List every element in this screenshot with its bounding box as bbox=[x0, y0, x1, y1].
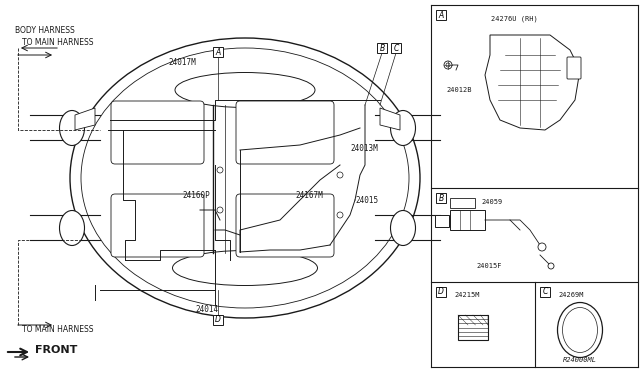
Text: TO MAIN HARNESS: TO MAIN HARNESS bbox=[22, 38, 93, 46]
Text: R24000ML: R24000ML bbox=[563, 357, 597, 363]
Bar bbox=[450, 198, 475, 208]
Ellipse shape bbox=[390, 110, 415, 145]
Text: FRONT: FRONT bbox=[35, 345, 77, 355]
Ellipse shape bbox=[390, 211, 415, 246]
Text: 24012B: 24012B bbox=[446, 87, 472, 93]
Ellipse shape bbox=[60, 211, 84, 246]
Text: 24276U (RH): 24276U (RH) bbox=[491, 16, 538, 22]
Text: C: C bbox=[394, 44, 399, 52]
Circle shape bbox=[337, 172, 343, 178]
Polygon shape bbox=[485, 35, 580, 130]
Text: 24015F: 24015F bbox=[476, 263, 502, 269]
FancyBboxPatch shape bbox=[111, 101, 204, 164]
Bar bbox=[436, 10, 446, 20]
Text: 24269M: 24269M bbox=[558, 292, 584, 298]
Text: D: D bbox=[438, 288, 444, 296]
Bar bbox=[540, 287, 550, 297]
Ellipse shape bbox=[175, 73, 315, 108]
Bar bbox=[435, 215, 449, 227]
FancyBboxPatch shape bbox=[236, 194, 334, 257]
Text: BODY HARNESS: BODY HARNESS bbox=[15, 26, 75, 35]
Bar bbox=[213, 47, 223, 57]
Text: 24014: 24014 bbox=[195, 305, 218, 314]
Circle shape bbox=[446, 63, 450, 67]
Ellipse shape bbox=[557, 302, 602, 357]
FancyBboxPatch shape bbox=[111, 194, 204, 257]
Text: 24215M: 24215M bbox=[454, 292, 479, 298]
Circle shape bbox=[444, 61, 452, 69]
Ellipse shape bbox=[173, 250, 317, 285]
Circle shape bbox=[548, 263, 554, 269]
Text: 24017M: 24017M bbox=[168, 58, 196, 67]
Text: 24059: 24059 bbox=[481, 199, 502, 205]
Text: A: A bbox=[438, 10, 444, 19]
Polygon shape bbox=[380, 108, 400, 130]
Text: D: D bbox=[215, 315, 221, 324]
FancyBboxPatch shape bbox=[567, 57, 581, 79]
Circle shape bbox=[337, 212, 343, 218]
Text: TO MAIN HARNESS: TO MAIN HARNESS bbox=[22, 326, 93, 334]
Text: C: C bbox=[542, 288, 548, 296]
Bar bbox=[377, 43, 387, 53]
Bar bbox=[436, 287, 446, 297]
FancyBboxPatch shape bbox=[236, 101, 334, 164]
Circle shape bbox=[217, 207, 223, 213]
Bar bbox=[213, 315, 223, 325]
Ellipse shape bbox=[563, 308, 598, 353]
Text: 24015: 24015 bbox=[355, 196, 378, 205]
Bar bbox=[450, 210, 485, 230]
Text: 24160P: 24160P bbox=[182, 190, 210, 199]
Text: B: B bbox=[380, 44, 385, 52]
Ellipse shape bbox=[81, 48, 409, 308]
Text: 24013M: 24013M bbox=[350, 144, 378, 153]
Text: 24167M: 24167M bbox=[295, 190, 323, 199]
Ellipse shape bbox=[60, 110, 84, 145]
Polygon shape bbox=[75, 108, 95, 130]
Bar bbox=[458, 315, 488, 340]
Ellipse shape bbox=[70, 38, 420, 318]
Text: B: B bbox=[438, 193, 444, 202]
Circle shape bbox=[217, 167, 223, 173]
Bar bbox=[391, 43, 401, 53]
Text: A: A bbox=[216, 48, 221, 57]
Circle shape bbox=[538, 243, 546, 251]
Bar bbox=[436, 193, 446, 203]
